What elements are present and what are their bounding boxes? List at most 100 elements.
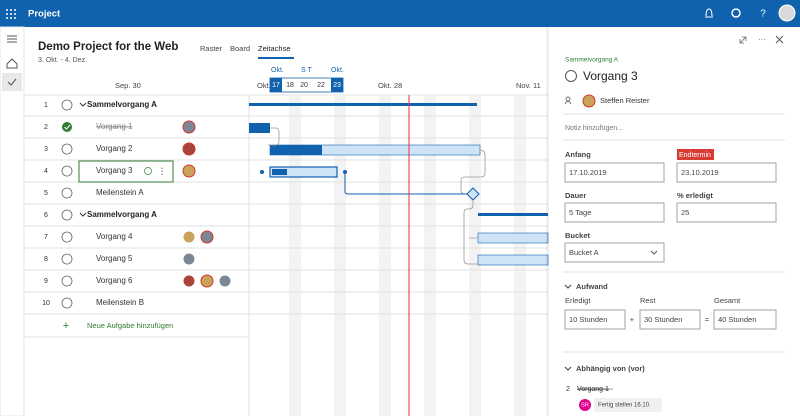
complete-toggle[interactable] bbox=[61, 143, 73, 155]
complete-check[interactable] bbox=[62, 122, 72, 132]
row-number: 2 bbox=[44, 124, 48, 131]
dropdown-chevron bbox=[650, 250, 658, 255]
task-name[interactable]: Vorgang 2 bbox=[96, 144, 133, 153]
complete-toggle[interactable] bbox=[61, 165, 73, 177]
row-number: 10 bbox=[42, 300, 50, 307]
notes[interactable]: Notiz hinzufügen... bbox=[565, 125, 623, 132]
summary-chevron[interactable] bbox=[79, 102, 87, 107]
done-input[interactable] bbox=[564, 309, 626, 330]
bucket-dropdown[interactable] bbox=[564, 242, 665, 263]
total-input[interactable] bbox=[713, 309, 777, 330]
dependency-name[interactable]: Vorgang 1 bbox=[577, 386, 609, 393]
waffle-icon[interactable] bbox=[6, 9, 16, 19]
close-icon[interactable] bbox=[775, 35, 784, 44]
tab[interactable]: Board bbox=[230, 44, 250, 53]
parent-task[interactable]: Sammelvorgang A bbox=[565, 57, 619, 64]
task-name[interactable]: Meilenstein A bbox=[96, 188, 144, 197]
selected-day bbox=[270, 78, 282, 92]
selection-month: Okt. bbox=[331, 67, 344, 74]
task-name[interactable]: Sammelvorgang A bbox=[87, 100, 157, 109]
task-name[interactable]: Sammelvorgang A bbox=[87, 210, 157, 219]
complete-toggle[interactable] bbox=[565, 70, 577, 82]
complete-toggle[interactable] bbox=[61, 209, 73, 221]
left-rail bbox=[0, 26, 25, 416]
field-label: Dauer bbox=[565, 191, 586, 200]
timeline-label: Okt. 28 bbox=[378, 81, 402, 90]
equals-sign: = bbox=[705, 315, 710, 324]
weekend-stripe bbox=[379, 95, 391, 416]
task-bar[interactable] bbox=[249, 123, 270, 133]
duration-input[interactable] bbox=[564, 202, 665, 223]
complete-toggle[interactable] bbox=[61, 297, 73, 309]
tasks-icon[interactable] bbox=[7, 78, 17, 86]
task-name[interactable]: Vorgang 6 bbox=[96, 276, 133, 285]
task-title[interactable]: Vorgang 3 bbox=[583, 69, 638, 83]
user-avatar[interactable] bbox=[778, 4, 796, 22]
add-icon[interactable]: + bbox=[63, 320, 69, 332]
field-label: Anfang bbox=[565, 150, 591, 159]
help-icon[interactable]: ? bbox=[760, 9, 766, 20]
field-label: Endtermin bbox=[679, 152, 711, 159]
remaining-input[interactable] bbox=[639, 309, 701, 330]
assignee-avatar bbox=[200, 230, 214, 244]
field-label: Bucket bbox=[565, 231, 591, 240]
selected-cell[interactable] bbox=[78, 160, 174, 183]
percent-input[interactable] bbox=[676, 202, 777, 223]
done-value: 10 Stunden bbox=[569, 315, 607, 324]
assignee-avatar bbox=[182, 164, 196, 178]
status-text: Fertig stellen 16.10. bbox=[598, 403, 651, 409]
settings-icon[interactable] bbox=[731, 8, 741, 18]
more-icon[interactable]: ··· bbox=[758, 35, 766, 44]
expand-icon[interactable] bbox=[739, 36, 747, 44]
app-bar bbox=[0, 0, 800, 27]
task-name[interactable]: Vorgang 3 bbox=[96, 166, 133, 175]
tab-underline bbox=[258, 57, 294, 59]
collapse-chevron[interactable] bbox=[564, 366, 572, 371]
menu-icon[interactable] bbox=[7, 35, 17, 43]
task-name[interactable]: Vorgang 4 bbox=[96, 232, 133, 241]
task-bar-selected[interactable] bbox=[269, 166, 338, 178]
complete-toggle[interactable] bbox=[61, 275, 73, 287]
start-value: 17.10.2019 bbox=[569, 168, 607, 177]
section-title: Aufwand bbox=[576, 282, 608, 291]
initials-avatar bbox=[579, 399, 591, 411]
field-label: Gesamt bbox=[714, 296, 741, 305]
due-badge bbox=[677, 149, 714, 160]
assignee-avatar bbox=[200, 274, 214, 288]
day-label: 17 bbox=[272, 82, 280, 89]
task-bar[interactable] bbox=[477, 254, 549, 266]
task-name[interactable]: Vorgang 1 bbox=[96, 122, 133, 131]
assignee-avatar bbox=[182, 142, 196, 156]
start-input[interactable] bbox=[564, 162, 665, 183]
complete-toggle[interactable] bbox=[61, 187, 73, 199]
row-number: 5 bbox=[44, 190, 48, 197]
complete-toggle[interactable] bbox=[61, 231, 73, 243]
progress-bar bbox=[270, 145, 322, 155]
bell-icon[interactable] bbox=[705, 8, 713, 18]
complete-toggle[interactable] bbox=[61, 99, 73, 111]
total-value: 40 Stunden bbox=[718, 315, 756, 324]
tab[interactable]: Raster bbox=[200, 44, 223, 53]
task-name[interactable]: Vorgang 5 bbox=[96, 254, 133, 263]
collapse-chevron[interactable] bbox=[564, 284, 572, 289]
panel-shadow bbox=[546, 27, 550, 416]
row-number: 3 bbox=[44, 146, 48, 153]
complete-toggle[interactable] bbox=[61, 253, 73, 265]
section-title: Abhängig von (vor) bbox=[576, 364, 645, 373]
assignee-avatar bbox=[182, 274, 196, 288]
task-bar[interactable] bbox=[477, 232, 549, 244]
info-icon[interactable] bbox=[144, 167, 152, 175]
weekend-stripe bbox=[469, 95, 481, 416]
home-icon[interactable] bbox=[6, 58, 18, 69]
row-number: 4 bbox=[44, 168, 48, 175]
bucket-value: Bucket A bbox=[569, 248, 599, 257]
task-name[interactable]: Meilenstein B bbox=[96, 298, 144, 307]
assign-icon[interactable] bbox=[564, 96, 572, 105]
assignee-avatar bbox=[582, 94, 596, 108]
due-input[interactable] bbox=[676, 162, 777, 183]
tab-active[interactable]: Zeitachse bbox=[258, 44, 291, 53]
add-task[interactable]: Neue Aufgabe hinzufügen bbox=[87, 321, 173, 330]
summary-chevron[interactable] bbox=[79, 212, 87, 217]
timeline-label: Okt. 14 bbox=[257, 81, 281, 90]
